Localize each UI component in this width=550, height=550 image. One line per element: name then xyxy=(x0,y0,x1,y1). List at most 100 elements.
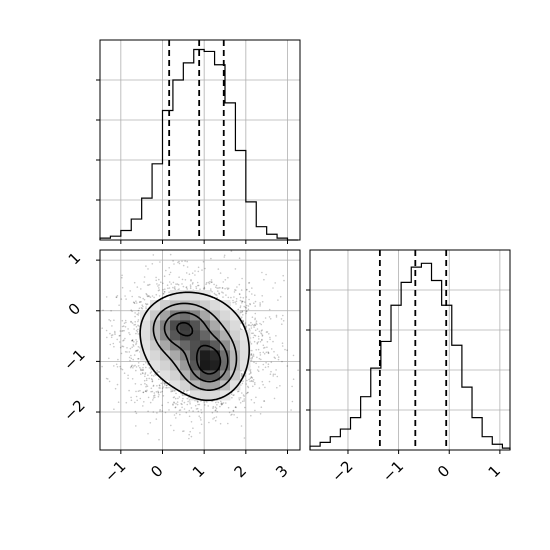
sample-point xyxy=(135,339,137,341)
sample-point xyxy=(89,305,91,307)
sample-point xyxy=(259,340,262,343)
sample-point xyxy=(121,286,124,289)
sample-point xyxy=(250,343,253,345)
sample-point xyxy=(217,401,220,404)
sample-point xyxy=(184,279,187,281)
density-cell xyxy=(180,360,191,371)
sample-point xyxy=(222,292,224,294)
sample-point xyxy=(120,298,123,300)
sample-point xyxy=(120,352,123,355)
sample-point xyxy=(176,401,179,403)
sample-point xyxy=(254,312,257,315)
sample-point xyxy=(221,403,224,405)
sample-point xyxy=(246,379,248,382)
sample-point xyxy=(137,324,139,327)
sample-point xyxy=(256,328,259,330)
sample-point xyxy=(273,397,276,400)
sample-point xyxy=(241,392,243,394)
sample-point xyxy=(230,393,233,396)
sample-point xyxy=(140,373,142,375)
sample-point xyxy=(217,287,220,289)
sample-point xyxy=(172,260,174,262)
sample-point xyxy=(243,370,245,372)
sample-point xyxy=(151,390,154,393)
sample-point xyxy=(124,319,127,322)
sample-point xyxy=(161,387,164,390)
y-tick-label: −2 xyxy=(60,396,88,424)
sample-point xyxy=(151,380,154,382)
sample-point xyxy=(196,401,199,403)
sample-point xyxy=(149,422,152,424)
sample-point xyxy=(105,296,108,298)
sample-point xyxy=(152,395,155,397)
sample-point xyxy=(158,278,160,281)
density-cell xyxy=(200,360,211,371)
sample-point xyxy=(208,421,210,424)
sample-point xyxy=(127,328,129,330)
sample-point xyxy=(255,320,258,323)
sample-point xyxy=(257,366,260,368)
sample-point xyxy=(152,384,155,387)
sample-point xyxy=(258,387,261,389)
sample-point xyxy=(135,329,138,332)
sample-point xyxy=(242,314,244,316)
sample-point xyxy=(219,272,222,274)
sample-point xyxy=(109,343,112,346)
sample-point xyxy=(195,408,198,410)
sample-point xyxy=(134,410,137,413)
sample-point xyxy=(220,400,222,403)
sample-point xyxy=(208,229,210,231)
sample-point xyxy=(168,291,170,294)
ticks xyxy=(96,79,288,244)
sample-point xyxy=(159,410,161,412)
sample-point xyxy=(130,320,132,323)
sample-point xyxy=(311,361,313,363)
sample-point xyxy=(164,411,167,414)
sample-point xyxy=(242,394,245,396)
y-tick-label: −1 xyxy=(60,346,88,374)
sample-point xyxy=(155,418,158,420)
sample-point xyxy=(137,328,139,331)
sample-point xyxy=(132,367,134,369)
sample-point xyxy=(215,416,218,418)
sample-point xyxy=(155,279,157,282)
sample-point xyxy=(180,402,182,405)
sample-point xyxy=(179,413,181,416)
sample-point xyxy=(234,301,236,304)
density-cell xyxy=(210,380,221,391)
sample-point xyxy=(129,359,131,362)
sample-point xyxy=(178,276,180,279)
sample-point xyxy=(189,284,192,286)
sample-point xyxy=(192,427,194,430)
sample-point xyxy=(197,284,200,287)
sample-point xyxy=(135,343,137,346)
sample-point xyxy=(146,284,149,286)
sample-point xyxy=(144,372,147,374)
sample-point xyxy=(156,385,158,387)
sample-point xyxy=(140,288,142,290)
density-cell xyxy=(230,330,241,341)
sample-point xyxy=(292,354,295,357)
sample-point xyxy=(187,400,189,403)
sample-point xyxy=(275,369,277,371)
joint-density-panel: −1 0 1 2 3 −2 −1 0 1 xyxy=(60,229,313,486)
sample-point xyxy=(121,330,123,332)
sample-point xyxy=(205,283,207,286)
sample-point xyxy=(156,372,159,374)
sample-point xyxy=(124,295,126,297)
sample-point xyxy=(255,362,257,365)
sample-point xyxy=(158,387,160,389)
sample-point xyxy=(257,335,260,338)
sample-point xyxy=(219,405,221,408)
sample-point xyxy=(114,333,116,336)
sample-point xyxy=(192,282,194,284)
sample-point xyxy=(261,271,263,274)
grid xyxy=(310,250,510,450)
sample-point xyxy=(173,396,176,398)
sample-point xyxy=(134,383,137,385)
sample-point xyxy=(130,399,133,402)
sample-point xyxy=(107,378,109,380)
sample-point xyxy=(109,320,112,322)
sample-point xyxy=(237,238,239,240)
sample-point xyxy=(250,353,253,355)
